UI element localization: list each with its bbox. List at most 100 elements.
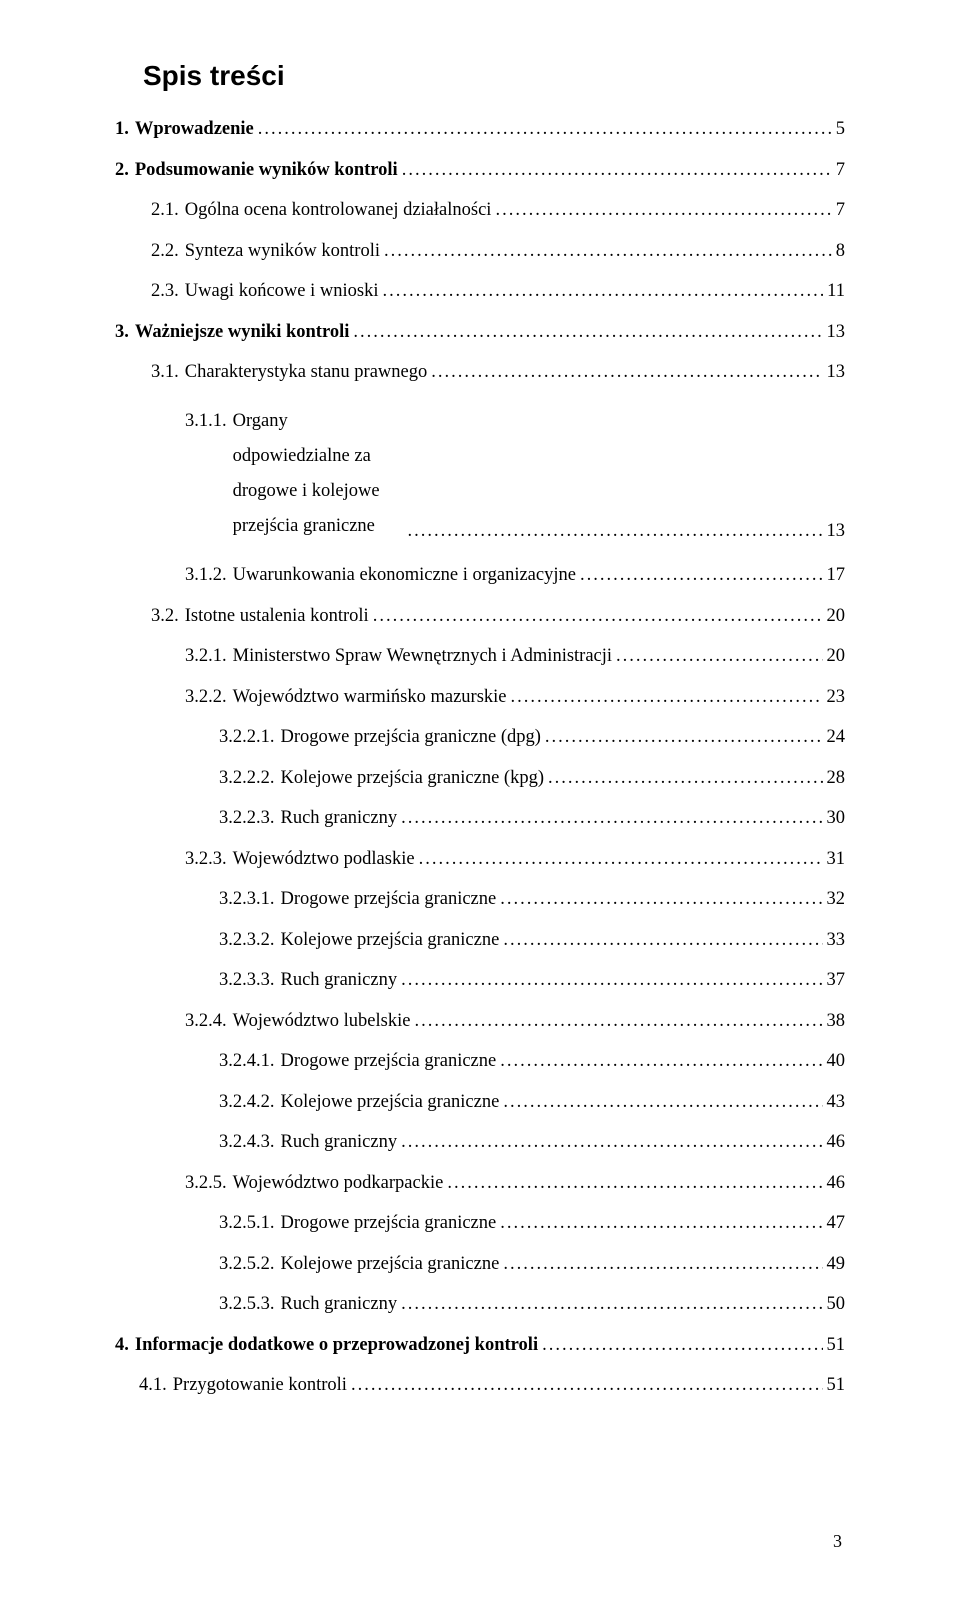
toc-leader-dots — [503, 1255, 822, 1274]
page-title: Spis treści — [143, 60, 845, 92]
toc-entry-text: Organy odpowiedzialne za drogowe i kolej… — [233, 404, 404, 545]
toc-entry-text: Ogólna ocena kontrolowanej działalności — [185, 201, 492, 220]
toc-entry-text: Podsumowanie wyników kontroli — [135, 161, 398, 180]
toc-leader-dots — [401, 1133, 822, 1152]
toc-entry: 3.2.3.3. Ruch graniczny 37 — [219, 971, 845, 990]
toc-leader-dots — [500, 1214, 822, 1233]
toc-entry-page: 51 — [827, 1336, 846, 1355]
toc-entry-page: 20 — [827, 647, 846, 666]
toc-entry-text: Ruch graniczny — [281, 971, 398, 990]
toc-entry-page: 28 — [827, 769, 846, 788]
toc-leader-dots — [401, 971, 822, 990]
toc-entry-number: 3.1. — [151, 363, 179, 382]
toc-entry-text: Istotne ustalenia kontroli — [185, 607, 369, 626]
toc-entry-number: 3.2.5.2. — [219, 1255, 275, 1274]
toc-leader-dots — [431, 363, 822, 382]
toc-entry-number: 3.2. — [151, 607, 179, 626]
toc-entry-text: Przygotowanie kontroli — [173, 1376, 347, 1395]
toc-leader-dots — [503, 1093, 822, 1112]
toc-entry-text: Kolejowe przejścia graniczne — [281, 1093, 500, 1112]
toc-entry-page: 37 — [827, 971, 846, 990]
toc-entry: 3.2.4.Województwo lubelskie38 — [185, 1012, 845, 1031]
toc-entry-number: 3.2.2. — [185, 688, 227, 707]
toc-entry-page: 33 — [827, 931, 846, 950]
toc-entry-number: 3.2.4. — [185, 1012, 227, 1031]
toc-leader-dots — [545, 728, 823, 747]
toc-entry-text: Województwo podkarpackie — [233, 1174, 444, 1193]
toc-entry-text: Drogowe przejścia graniczne — [281, 890, 497, 909]
toc-entry-page: 5 — [836, 120, 845, 139]
toc-entry-number: 3.2.3. — [185, 850, 227, 869]
toc-entry: 3.2.3.2.Kolejowe przejścia graniczne33 — [219, 931, 845, 950]
toc-entry: 3.2.2.2.Kolejowe przejścia graniczne (kp… — [219, 769, 845, 788]
toc-entry: 3.2. Istotne ustalenia kontroli 20 — [151, 607, 845, 626]
toc-entry: 2.2.Synteza wyników kontroli8 — [151, 242, 845, 261]
toc-leader-dots — [402, 161, 832, 180]
toc-entry-page: 49 — [827, 1255, 846, 1274]
toc-leader-dots — [414, 1012, 822, 1031]
toc-leader-dots — [503, 931, 822, 950]
toc-entry-number: 3.2.1. — [185, 647, 227, 666]
toc-leader-dots — [580, 566, 823, 585]
toc-entry: 4. Informacje dodatkowe o przeprowadzonej… — [115, 1336, 845, 1355]
toc-entry: 3.2.3.1. Drogowe przejścia graniczne 32 — [219, 890, 845, 909]
toc-leader-dots — [500, 890, 822, 909]
toc-entry-number: 3.2.5.1. — [219, 1214, 275, 1233]
toc-entry-text: Wprowadzenie — [135, 120, 254, 139]
toc-entry-number: 3.1.2. — [185, 566, 227, 585]
toc-entry-number: 4. — [115, 1336, 129, 1355]
toc-entry-number: 3.2.5. — [185, 1174, 227, 1193]
toc-entry-page: 40 — [827, 1052, 846, 1071]
toc-entry-text: Kolejowe przejścia graniczne — [281, 931, 500, 950]
toc-leader-dots — [495, 201, 831, 220]
toc-leader-dots — [258, 120, 832, 139]
toc-entry-text: Województwo lubelskie — [233, 1012, 411, 1031]
toc-leader-dots — [542, 1336, 822, 1355]
toc-entry-page: 20 — [827, 607, 846, 626]
toc-entry-text: Charakterystyka stanu prawnego — [185, 363, 427, 382]
toc-entry: 3.2.2. Województwo warmińsko mazurskie 23 — [185, 688, 845, 707]
toc-entry-text: Ruch graniczny — [281, 809, 398, 828]
toc-entry-number: 2.3. — [151, 282, 179, 301]
toc-entry-page: 7 — [836, 161, 845, 180]
toc-leader-dots — [384, 242, 832, 261]
toc-entry: 3.2.2.3.Ruch graniczny30 — [219, 809, 845, 828]
toc-entry-page: 31 — [827, 850, 846, 869]
toc-entry-number: 2.2. — [151, 242, 179, 261]
toc-entry-number: 3.2.5.3. — [219, 1295, 275, 1314]
toc-leader-dots — [548, 769, 823, 788]
toc-entry: 3.2.5.3.Ruch graniczny50 — [219, 1295, 845, 1314]
toc-entry-number: 1. — [115, 120, 129, 139]
toc-entry-page: 47 — [827, 1214, 846, 1233]
toc-entry-number: 2.1. — [151, 201, 179, 220]
table-of-contents: 1.Wprowadzenie52.Podsumowanie wyników ko… — [115, 120, 845, 1395]
toc-entry: 3.2.4.2. Kolejowe przejścia graniczne 43 — [219, 1093, 845, 1112]
toc-entry-page: 30 — [827, 809, 846, 828]
toc-entry-page: 43 — [827, 1093, 846, 1112]
toc-entry-text: Ważniejsze wyniki kontroli — [135, 323, 349, 342]
toc-leader-dots — [500, 1052, 822, 1071]
toc-leader-dots — [373, 607, 823, 626]
toc-entry-text: Uwarunkowania ekonomiczne i organizacyjn… — [233, 566, 576, 585]
toc-leader-dots — [407, 522, 822, 541]
toc-entry-number: 3.2.3.3. — [219, 971, 275, 990]
toc-entry: 3.2.4.3.Ruch graniczny46 — [219, 1133, 845, 1152]
toc-entry-text: Drogowe przejścia graniczne — [281, 1214, 497, 1233]
toc-entry-page: 23 — [827, 688, 846, 707]
toc-entry: 3.1.1.Organy odpowiedzialne za drogowe i… — [185, 404, 845, 545]
toc-entry-number: 3.2.3.1. — [219, 890, 275, 909]
toc-entry-page: 24 — [827, 728, 846, 747]
toc-entry-text: Kolejowe przejścia graniczne — [281, 1255, 500, 1274]
toc-entry-number: 3.2.4.2. — [219, 1093, 275, 1112]
toc-entry-number: 4.1. — [139, 1376, 167, 1395]
toc-entry-number: 3.1.1. — [185, 404, 227, 439]
toc-entry: 3.2.2.1.Drogowe przejścia graniczne (dpg… — [219, 728, 845, 747]
toc-entry-text: Synteza wyników kontroli — [185, 242, 380, 261]
toc-entry-text: Województwo warmińsko mazurskie — [233, 688, 507, 707]
toc-entry-page: 32 — [827, 890, 846, 909]
toc-entry-text: Informacje dodatkowe o przeprowadzonej k… — [135, 1336, 538, 1355]
toc-entry: 4.1. Przygotowanie kontroli 51 — [139, 1376, 845, 1395]
toc-entry: 3.1.2. Uwarunkowania ekonomiczne i organi… — [185, 566, 845, 585]
toc-entry-page: 46 — [827, 1133, 846, 1152]
toc-entry-page: 51 — [827, 1376, 846, 1395]
